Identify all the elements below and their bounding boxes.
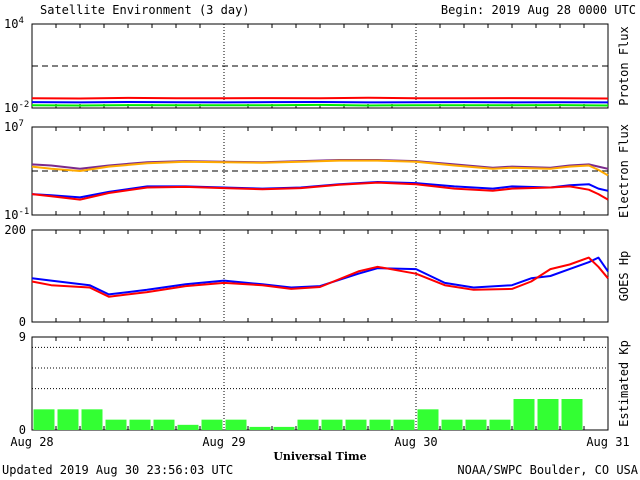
kp-bar [273, 426, 295, 430]
x-tick-label: Aug 29 [202, 435, 245, 449]
panel-frame [31, 126, 609, 216]
begin-label: Begin: 2019 Aug 28 0000 UTC [441, 3, 636, 17]
y-axis-label: Electron Flux [617, 124, 631, 218]
kp-bar [561, 399, 583, 430]
series-line-red [31, 256, 609, 298]
kp-bar [297, 419, 319, 430]
y-tick-label: 0 [19, 315, 26, 329]
chart-title: Satellite Environment (3 day) [40, 3, 250, 17]
y-tick-label: 10-2 [4, 100, 29, 115]
y-tick-label: 0 [19, 423, 26, 437]
panel-frame [31, 229, 609, 323]
kp-bar [225, 419, 247, 430]
series-line-red [31, 181, 609, 201]
y-axis-label: GOES Hp [617, 251, 631, 302]
y-tick-label: 107 [4, 119, 24, 134]
series-line-blue [31, 181, 609, 199]
kp-bar [369, 419, 391, 430]
series-line-orange [31, 159, 609, 177]
y-axis-label: Proton Flux [617, 26, 631, 105]
kp-bar [57, 409, 79, 430]
electron-flux-panel: 107 10-1 Electron Flux [4, 119, 631, 222]
x-axis-ticks: Aug 28 Aug 29 Aug 30 Aug 31 [10, 435, 629, 449]
kp-bar [153, 419, 175, 430]
updated-label: Updated 2019 Aug 30 23:56:03 UTC [2, 463, 233, 477]
kp-bar [105, 419, 127, 430]
kp-bar [345, 419, 367, 430]
kp-bar [201, 419, 223, 430]
x-tick-label: Aug 28 [10, 435, 53, 449]
proton-flux-panel: 104 10-2 Proton Flux [4, 16, 631, 115]
y-tick-label: 9 [19, 330, 26, 344]
series-line-green [31, 103, 609, 107]
y-axis-label: Estimated Kp [617, 340, 631, 427]
kp-bar [249, 426, 271, 430]
kp-bar [177, 424, 199, 430]
y-tick-label: 104 [4, 16, 24, 31]
panel-frame [31, 23, 609, 109]
kp-bar [441, 419, 463, 430]
kp-bar [33, 409, 55, 430]
kp-bar [417, 409, 439, 430]
y-tick-label: 200 [4, 223, 26, 237]
series-line-blue [31, 256, 609, 296]
estimated-kp-panel: 9 0 Estimated Kp [19, 330, 631, 437]
kp-bar [465, 419, 487, 430]
kp-bar [129, 419, 151, 430]
kp-bar [513, 399, 535, 430]
kp-bar [489, 419, 511, 430]
goes-hp-panel: 200 0 GOES Hp [4, 223, 631, 329]
x-tick-label: Aug 31 [586, 435, 629, 449]
kp-bar [321, 419, 343, 430]
credit-label: NOAA/SWPC Boulder, CO USA [457, 463, 638, 477]
kp-bar [537, 399, 559, 430]
kp-bar [81, 409, 103, 430]
x-tick-label: Aug 30 [394, 435, 437, 449]
kp-bar [393, 419, 415, 430]
x-axis-label: Universal Time [273, 450, 366, 463]
y-tick-label: 10-1 [4, 207, 29, 222]
series-line-red [31, 96, 609, 100]
